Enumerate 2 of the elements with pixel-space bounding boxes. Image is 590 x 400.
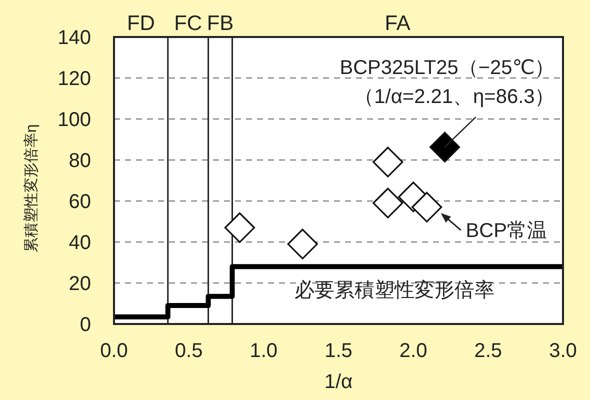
annotation: BCP常温 — [466, 220, 547, 242]
annotation: BCP325LT25（−25℃）（1/α=2.21、η=86.3） — [340, 57, 555, 108]
